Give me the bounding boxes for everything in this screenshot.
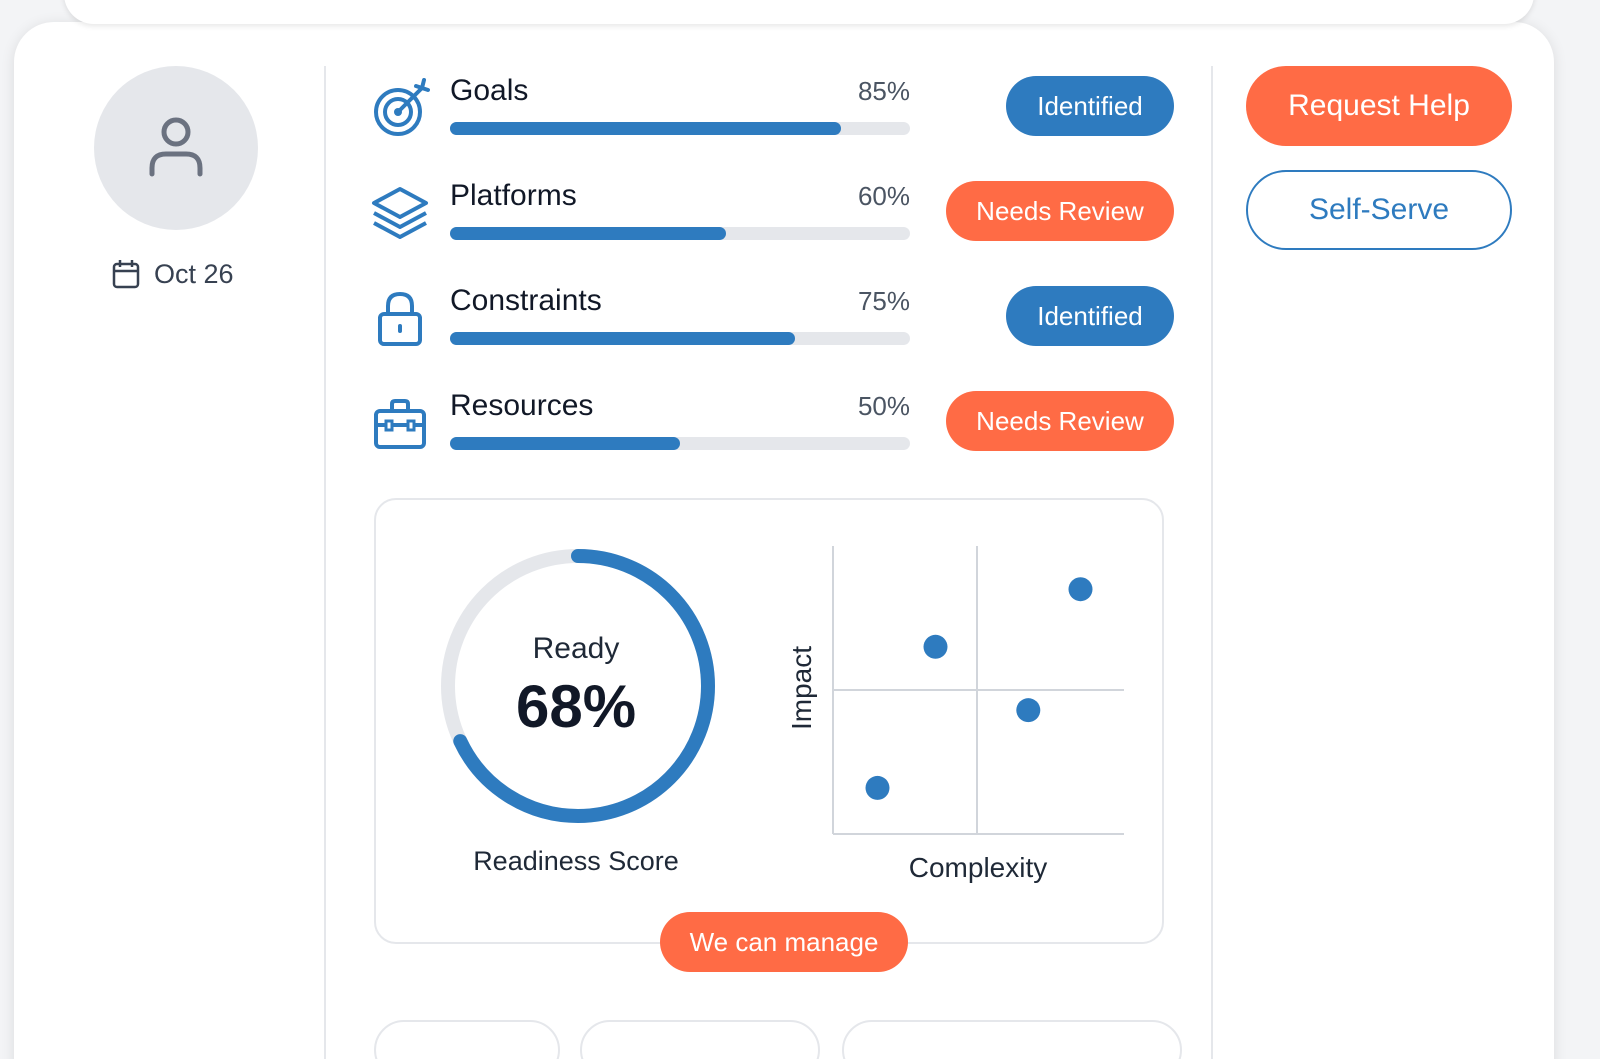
matrix-x-label: Complexity bbox=[908, 852, 1048, 883]
gauge-label: Ready bbox=[532, 632, 620, 665]
metric-percent: 50% bbox=[857, 391, 910, 421]
metric-row-resources: Resources 50% Needs Review bbox=[370, 385, 1180, 475]
impact-complexity-matrix bbox=[832, 546, 1124, 835]
matrix-y-label: Impact bbox=[786, 645, 817, 731]
gauge-value: 68% bbox=[515, 673, 637, 740]
gauge-arc bbox=[441, 549, 715, 823]
metric-row-goals: Goals 85% Identified bbox=[370, 70, 1180, 160]
metric-percent: 85% bbox=[857, 76, 910, 106]
status-badge[interactable]: Identified bbox=[1006, 286, 1174, 346]
metric-percent: 75% bbox=[857, 286, 910, 316]
column-divider-left bbox=[324, 66, 326, 1059]
status-badge[interactable]: Needs Review bbox=[946, 391, 1174, 451]
status-badge[interactable]: Identified bbox=[1006, 76, 1174, 136]
metric-row-constraints: Constraints 75% Identified bbox=[370, 280, 1180, 370]
calendar-icon bbox=[112, 260, 140, 289]
request-help-button[interactable]: Request Help bbox=[1246, 66, 1512, 146]
layers-icon bbox=[372, 187, 428, 239]
progress-fill bbox=[450, 122, 841, 135]
progress-bar bbox=[450, 437, 910, 450]
matrix-point-4[interactable] bbox=[865, 775, 890, 800]
manage-badge[interactable]: We can manage bbox=[660, 912, 908, 972]
self-serve-button[interactable]: Self-Serve bbox=[1246, 170, 1512, 250]
matrix-point-3[interactable] bbox=[1068, 577, 1093, 602]
matrix-point-1[interactable] bbox=[1016, 698, 1041, 723]
metric-name: Resources bbox=[450, 389, 594, 422]
bottom-chip[interactable] bbox=[374, 1020, 560, 1059]
briefcase-icon bbox=[374, 399, 426, 449]
metric-name: Constraints bbox=[450, 284, 602, 317]
progress-bar bbox=[450, 227, 910, 240]
stacked-card-edge bbox=[64, 0, 1534, 24]
progress-fill bbox=[450, 332, 795, 345]
user-icon bbox=[149, 117, 203, 177]
target-icon bbox=[374, 78, 430, 136]
metric-name: Platforms bbox=[450, 179, 577, 212]
progress-fill bbox=[450, 227, 726, 240]
date-row: Oct 26 bbox=[112, 256, 234, 292]
metric-row-platforms: Platforms 60% Needs Review bbox=[370, 175, 1180, 265]
progress-bar bbox=[450, 332, 910, 345]
column-divider-right bbox=[1211, 66, 1213, 1059]
status-badge[interactable]: Needs Review bbox=[946, 181, 1174, 241]
gauge-caption: Readiness Score bbox=[473, 846, 679, 876]
avatar[interactable] bbox=[94, 66, 258, 230]
bottom-chip[interactable] bbox=[842, 1020, 1182, 1059]
lock-icon bbox=[378, 291, 422, 346]
profile-date: Oct 26 bbox=[154, 258, 234, 289]
progress-bar bbox=[450, 122, 910, 135]
progress-fill bbox=[450, 437, 680, 450]
metric-name: Goals bbox=[450, 74, 529, 107]
bottom-chip[interactable] bbox=[580, 1020, 820, 1059]
metric-percent: 60% bbox=[857, 181, 910, 211]
readiness-gauge bbox=[441, 549, 715, 823]
matrix-point-2[interactable] bbox=[923, 634, 948, 659]
